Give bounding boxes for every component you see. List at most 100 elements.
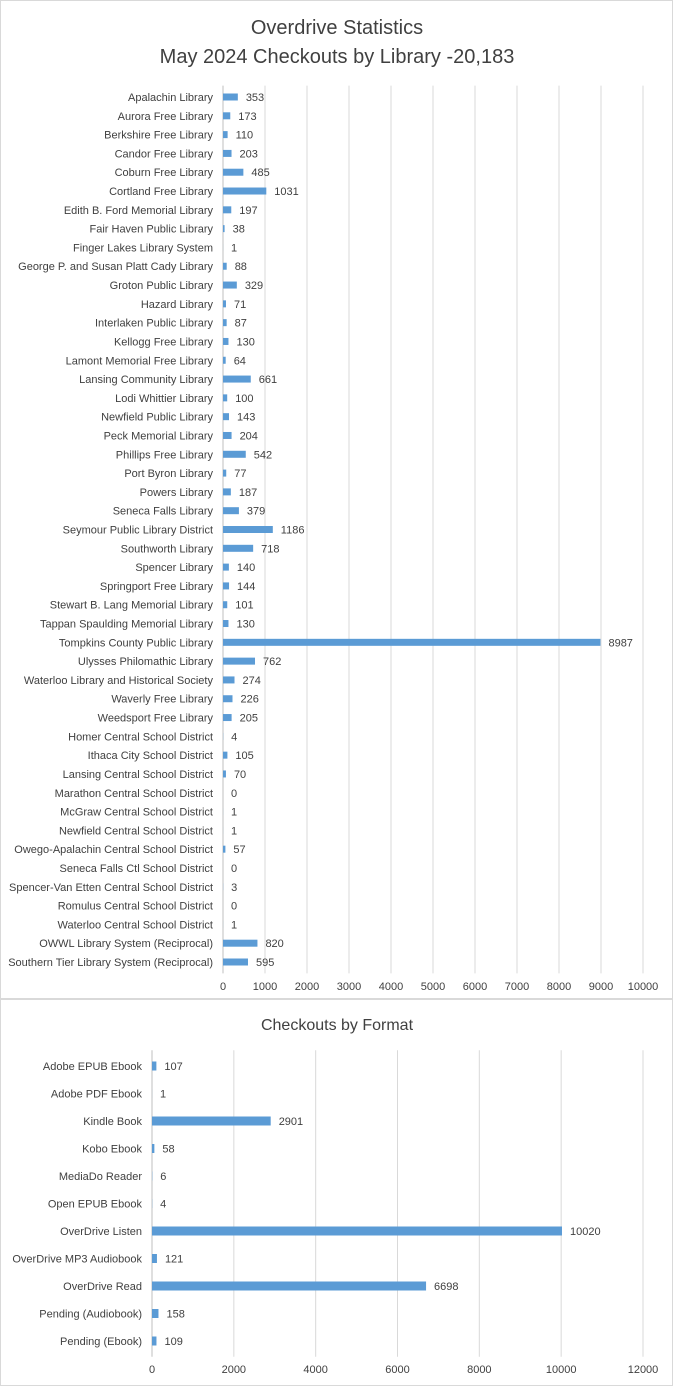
bar [152, 1309, 158, 1318]
data-label: 542 [254, 449, 272, 461]
category-label: Spencer-Van Etten Central School Distric… [9, 882, 213, 894]
data-label: 226 [240, 694, 258, 706]
bar [223, 413, 229, 420]
data-label: 121 [165, 1254, 183, 1266]
category-label: Weedsport Free Library [98, 713, 214, 725]
x-tick-label: 4000 [379, 981, 403, 993]
category-label: Groton Public Library [110, 280, 214, 292]
data-label: 274 [243, 675, 261, 687]
category-label: OverDrive Read [63, 1281, 142, 1293]
bar [152, 1117, 271, 1126]
data-label: 87 [235, 318, 247, 330]
x-tick-label: 2000 [295, 981, 319, 993]
data-label: 100 [235, 393, 253, 405]
data-label: 0 [231, 901, 237, 913]
bar [223, 526, 273, 533]
category-label: Coburn Free Library [115, 167, 214, 179]
x-tick-label: 1000 [253, 981, 277, 993]
data-label: 718 [261, 543, 279, 555]
data-label: 130 [236, 619, 254, 631]
data-label: 379 [247, 506, 265, 518]
category-label: Owego-Apalachin Central School District [14, 844, 213, 856]
category-label: Open EPUB Ebook [48, 1199, 143, 1211]
data-label: 38 [233, 224, 245, 236]
x-tick-label: 6000 [385, 1364, 409, 1376]
data-label: 197 [239, 205, 257, 217]
bar [223, 676, 235, 683]
category-label: Fair Haven Public Library [90, 224, 214, 236]
x-tick-label: 4000 [303, 1364, 327, 1376]
data-label: 158 [166, 1309, 184, 1321]
x-tick-label: 6000 [463, 981, 487, 993]
bar [223, 357, 226, 364]
bar [223, 470, 226, 477]
data-label: 8987 [608, 637, 632, 649]
chart-subtitle: May 2024 Checkouts by Library -20,183 [160, 46, 515, 68]
bar [223, 319, 227, 326]
data-label: 0 [231, 788, 237, 800]
category-label: Phillips Free Library [116, 449, 214, 461]
data-label: 107 [164, 1061, 182, 1073]
data-label: 130 [236, 336, 254, 348]
category-label: Pending (Audiobook) [39, 1309, 142, 1321]
bar [223, 940, 257, 947]
category-label: Lansing Central School District [63, 769, 213, 781]
x-tick-label: 0 [220, 981, 226, 993]
data-label: 110 [236, 130, 254, 142]
data-label: 58 [162, 1144, 174, 1156]
chart-title: Checkouts by Format [261, 1017, 414, 1034]
category-label: Homer Central School District [68, 731, 213, 743]
bar [223, 620, 228, 627]
category-label: Edith B. Ford Memorial Library [64, 205, 214, 217]
data-label: 173 [238, 111, 256, 123]
data-label: 4 [231, 731, 237, 743]
data-label: 88 [235, 261, 247, 273]
category-label: Pending (Ebook) [60, 1336, 142, 1348]
data-label: 204 [240, 430, 258, 442]
x-tick-label: 8000 [547, 981, 571, 993]
data-label: 1 [231, 825, 237, 837]
bar [223, 507, 239, 514]
library-chart-svg: Overdrive Statistics May 2024 Checkouts … [1, 1, 673, 1000]
category-label: Romulus Central School District [58, 901, 213, 913]
bar [152, 1282, 426, 1291]
bar [223, 564, 229, 571]
bar [223, 770, 226, 777]
bar [223, 263, 227, 270]
data-label: 77 [234, 468, 246, 480]
data-label: 353 [246, 92, 264, 104]
data-label: 6698 [434, 1281, 458, 1293]
data-label: 1186 [281, 525, 305, 537]
bar [152, 1144, 154, 1153]
data-label: 143 [237, 412, 255, 424]
bar [223, 188, 266, 195]
chart-title: Overdrive Statistics [251, 17, 423, 39]
x-tick-label: 8000 [467, 1364, 491, 1376]
category-label: Hazard Library [141, 299, 214, 311]
data-label: 3 [231, 882, 237, 894]
category-label: Seymour Public Library District [63, 525, 213, 537]
data-label: 101 [235, 600, 253, 612]
bar [223, 545, 253, 552]
category-label: Berkshire Free Library [104, 130, 213, 142]
x-tick-label: 12000 [628, 1364, 659, 1376]
x-tick-label: 7000 [505, 981, 529, 993]
category-label: OWWL Library System (Reciprocal) [39, 938, 213, 950]
category-label: Powers Library [140, 487, 214, 499]
data-label: 595 [256, 957, 274, 969]
data-label: 329 [245, 280, 263, 292]
bar [223, 338, 228, 345]
bar [152, 1337, 156, 1346]
data-label: 71 [234, 299, 246, 311]
library-checkouts-chart: Overdrive Statistics May 2024 Checkouts … [0, 0, 673, 999]
bar [223, 300, 226, 307]
data-label: 64 [234, 355, 246, 367]
category-label: Kellogg Free Library [114, 336, 214, 348]
bar [223, 394, 227, 401]
bar [223, 714, 232, 721]
bar [223, 846, 225, 853]
data-label: 485 [251, 167, 269, 179]
category-label: Newfield Central School District [59, 825, 213, 837]
bar [152, 1062, 156, 1071]
